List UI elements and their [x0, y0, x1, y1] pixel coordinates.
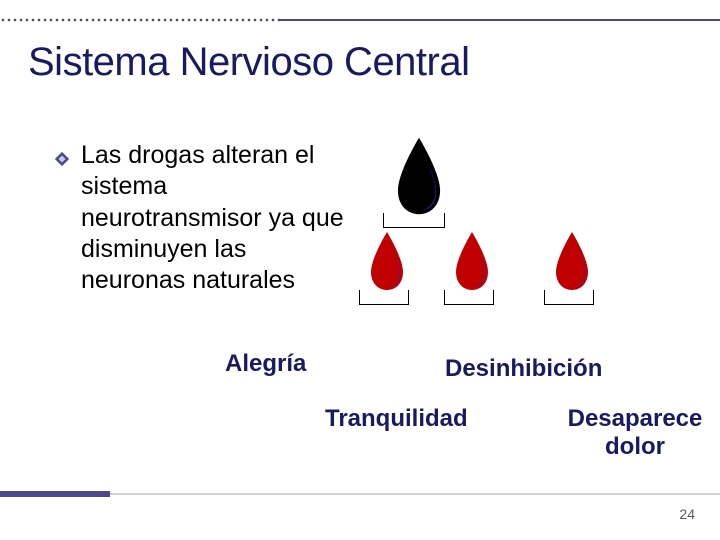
label-alegria: Alegría — [225, 350, 306, 378]
drop-icon-small — [550, 230, 594, 292]
drop-icon-small — [450, 230, 494, 292]
drop-base — [359, 290, 409, 305]
bullet-item: Las drogas alteran el sistema neurotrans… — [55, 140, 345, 296]
slide-title: Sistema Nervioso Central — [28, 40, 470, 85]
label-desaparece-dolor: Desaparecedolor — [565, 405, 705, 461]
footer-rule-accent — [0, 491, 110, 497]
page-number: 24 — [679, 506, 695, 522]
drop-base — [444, 290, 494, 305]
drop-base — [544, 290, 594, 305]
footer-rule — [0, 493, 720, 495]
label-text: Desaparecedolor — [568, 405, 703, 460]
drop-icon-small — [365, 230, 409, 292]
header-rule — [0, 15, 720, 25]
bullet-text: Las drogas alteran el sistema neurotrans… — [81, 140, 345, 296]
diamond-bullet-icon — [55, 152, 69, 166]
label-tranquilidad: Tranquilidad — [325, 405, 468, 433]
label-desinhibicion: Desinhibición — [445, 355, 602, 383]
drop-icon-large — [390, 135, 448, 217]
